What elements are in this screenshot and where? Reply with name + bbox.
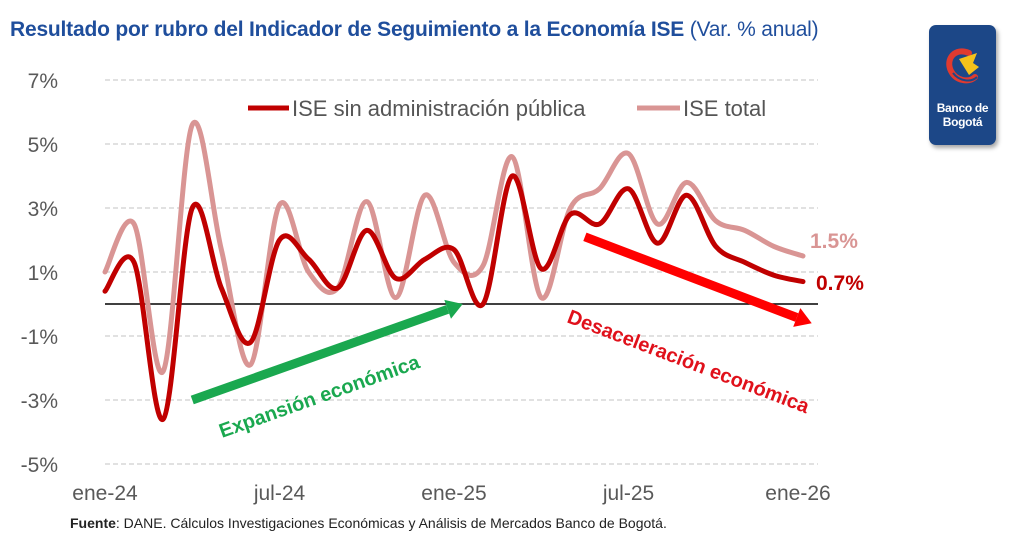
deceleration-arrow-label: Desaceleración económica <box>564 306 813 418</box>
logo-text-line2: Bogotá <box>942 115 983 129</box>
x-tick-label: ene-24 <box>72 482 138 505</box>
legend-label-ise-total: ISE total <box>683 96 766 121</box>
banco-de-bogota-logo: Banco de Bogotá <box>929 25 996 145</box>
y-tick-label: 5% <box>28 134 58 157</box>
deceleration-arrow-head-icon <box>793 308 812 327</box>
y-tick-label: 3% <box>28 198 58 221</box>
series-line-ise-sin-admin <box>102 173 806 422</box>
x-tick-label: jul-24 <box>253 482 306 505</box>
series-line-ise-total <box>102 119 806 375</box>
y-tick-label: -5% <box>21 454 58 477</box>
series-group <box>102 119 806 422</box>
expansion-arrow-shaft <box>190 305 450 405</box>
y-tick-label: -1% <box>21 326 58 349</box>
deceleration-arrow-shaft <box>583 232 799 322</box>
legend-label-ise-sin-admin: ISE sin administración pública <box>292 96 586 121</box>
source-note: Fuente: DANE. Cálculos Investigaciones E… <box>70 515 667 531</box>
y-tick-label: 7% <box>28 70 58 93</box>
y-tick-label: 1% <box>28 262 58 285</box>
y-axis-ticks: 7% 5% 3% 1% -1% -3% -5% <box>21 70 58 477</box>
end-label-ise-total: 1.5% <box>810 230 858 253</box>
bank-emblem-icon <box>946 48 979 84</box>
source-label: Fuente <box>70 515 116 531</box>
x-tick-label: ene-26 <box>765 482 830 505</box>
end-label-ise-sin-admin: 0.7% <box>816 272 864 295</box>
y-tick-label: -3% <box>21 390 58 413</box>
x-tick-label: jul-25 <box>602 482 654 505</box>
x-axis-ticks: ene-24 jul-24 ene-25 jul-25 ene-26 <box>72 482 830 505</box>
source-text: : DANE. Cálculos Investigaciones Económi… <box>115 515 667 531</box>
chart-title: Resultado por rubro del Indicador de Seg… <box>10 18 819 42</box>
logo-text: Banco de Bogotá <box>929 101 996 129</box>
expansion-arrow-head-icon <box>444 299 463 319</box>
end-labels: 1.5% 0.7% <box>810 230 864 295</box>
x-tick-label: ene-25 <box>421 482 486 505</box>
legend: ISE sin administración pública ISE total <box>248 96 766 121</box>
annotations: Expansión económica Desaceleración económ… <box>190 232 813 443</box>
chart-title-main: Resultado por rubro del Indicador de Seg… <box>10 18 685 41</box>
logo-text-line1: Banco de <box>936 101 989 115</box>
chart-title-suffix: (Var. % anual) <box>684 18 819 41</box>
